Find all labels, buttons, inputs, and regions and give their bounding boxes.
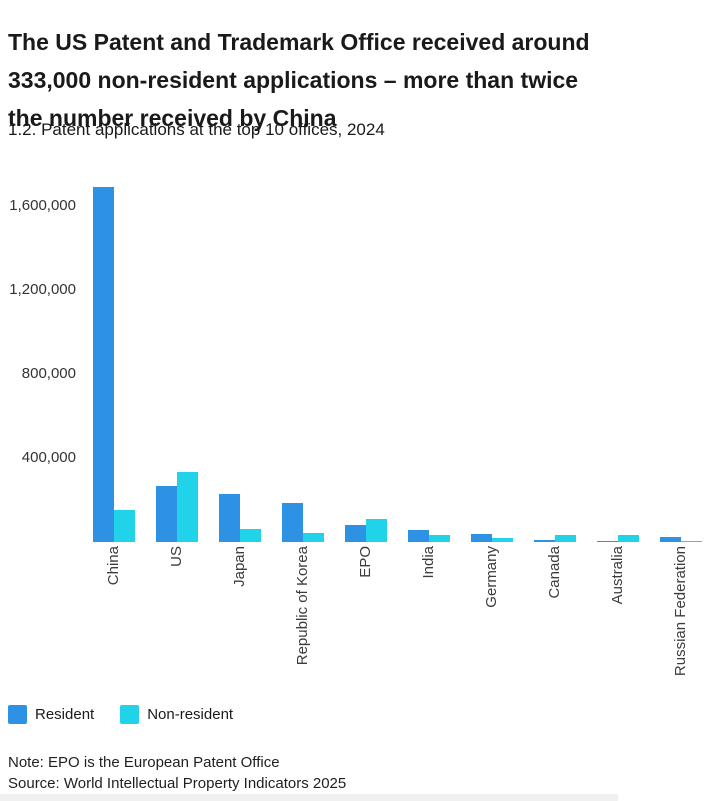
y-tick-label: 400,000 — [21, 449, 76, 466]
x-tick-label: Japan — [231, 546, 248, 587]
legend-label-non-resident: Non-resident — [147, 706, 234, 723]
headline-line-3: the number received by China — [8, 105, 337, 132]
chart-note: Note: EPO is the European Patent Office — [8, 754, 280, 771]
bar-non-resident — [492, 538, 513, 542]
bar-non-resident — [681, 541, 702, 542]
bar-non-resident — [555, 535, 576, 542]
bar-resident — [660, 537, 681, 542]
chart-source: Source: World Intellectual Property Indi… — [8, 775, 347, 792]
bar-resident — [219, 494, 240, 542]
bar-chart-plot-area: 400,000 800,000 1,200,000 1,600,000 — [8, 167, 712, 542]
bar-resident — [597, 541, 618, 542]
legend-item-non-resident: Non-resident — [120, 705, 233, 724]
headline-line-2: 333,000 non-resident applications – more… — [8, 67, 579, 94]
chart-subtitle: 1.2. Patent applications at the top 10 o… — [8, 120, 385, 139]
x-tick-label: EPO — [357, 546, 374, 578]
bar-non-resident — [303, 533, 324, 542]
x-tick-label: Russian Federation — [672, 546, 689, 677]
bar-resident — [156, 486, 177, 542]
y-tick-label: 800,000 — [21, 365, 76, 382]
x-tick-label: Canada — [546, 546, 563, 599]
y-tick-label: 1,200,000 — [9, 281, 76, 298]
bar-non-resident — [177, 472, 198, 542]
bar-resident — [282, 503, 303, 542]
bar-resident — [93, 187, 114, 542]
x-tick-label: Australia — [609, 546, 626, 605]
headline-line-1: The US Patent and Trademark Office recei… — [8, 29, 590, 56]
x-tick-label: US — [168, 546, 185, 567]
bar-non-resident — [114, 510, 135, 542]
bar-non-resident — [618, 535, 639, 542]
chart-headline: The US Patent and Trademark Office recei… — [8, 23, 676, 137]
y-tick-label: 1,600,000 — [9, 197, 76, 214]
bar-non-resident — [366, 519, 387, 542]
bar-resident — [471, 534, 492, 542]
bar-non-resident — [429, 535, 450, 542]
x-tick-label: India — [420, 546, 437, 579]
legend-label-resident: Resident — [35, 706, 95, 723]
x-tick-label: Republic of Korea — [294, 546, 311, 666]
x-axis-category-labels: China US Japan Republic of Korea EPO India Ger… — [8, 546, 712, 696]
x-tick-label: Germany — [483, 546, 500, 608]
bar-resident — [408, 530, 429, 542]
legend-item-resident: Resident — [8, 705, 94, 724]
chart-legend: Resident Non-resident — [8, 705, 259, 724]
page-bottom-strip — [0, 794, 618, 801]
non-resident-swatch-icon — [120, 705, 140, 724]
bar-non-resident — [240, 529, 261, 542]
bar-resident — [534, 540, 555, 542]
resident-swatch-icon — [8, 705, 27, 724]
x-tick-label: China — [105, 546, 122, 586]
bar-resident — [345, 525, 366, 542]
